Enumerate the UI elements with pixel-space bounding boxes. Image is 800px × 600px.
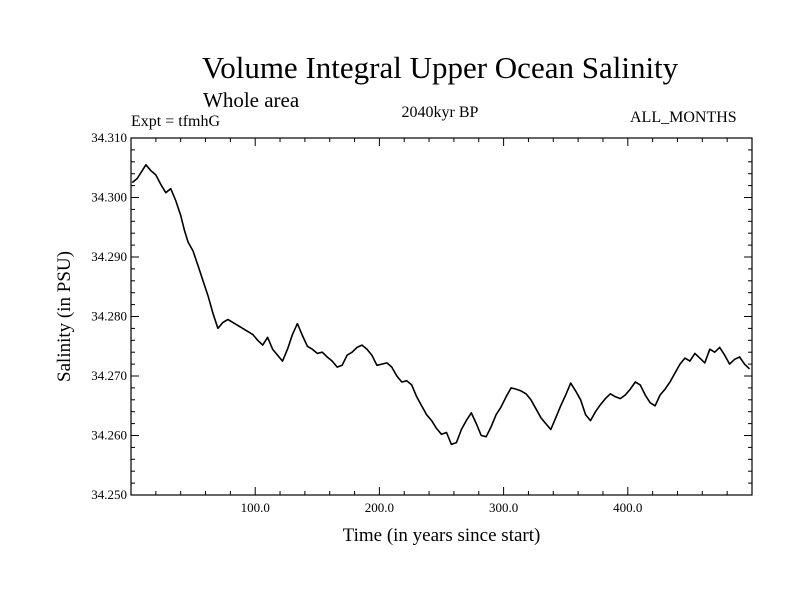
x-tick-labels: 100.0 200.0 300.0 400.0	[241, 500, 643, 515]
salinity-series-line	[131, 164, 751, 446]
y-tick-label: 34.270	[91, 368, 127, 383]
x-tick-label: 100.0	[241, 500, 270, 515]
chart-subtitle: Whole area	[203, 88, 300, 112]
y-tick-label: 34.300	[91, 190, 127, 205]
y-tick-label: 34.290	[91, 249, 127, 264]
axis-ticks	[130, 137, 753, 496]
experiment-label: Expt = tfmhG	[131, 113, 221, 130]
x-axis-label: Time (in years since start)	[343, 525, 541, 546]
y-tick-label: 34.250	[91, 487, 127, 502]
period-label: 2040kyr BP	[401, 104, 479, 121]
y-tick-labels: 34.250 34.260 34.270 34.280 34.290 34.300 34.3…	[91, 130, 127, 502]
chart-title: Volume Integral Upper Ocean Salinity	[201, 50, 679, 85]
y-tick-label: 34.280	[91, 309, 127, 324]
x-tick-label: 300.0	[489, 500, 518, 515]
x-tick-label: 400.0	[613, 500, 642, 515]
months-label: ALL_MONTHS	[630, 109, 737, 126]
y-tick-label: 34.260	[91, 428, 127, 443]
plot-frame	[130, 137, 753, 496]
x-tick-label: 200.0	[365, 500, 394, 515]
y-axis-label: Salinity (in PSU)	[54, 251, 75, 382]
y-tick-label: 34.310	[91, 130, 127, 145]
